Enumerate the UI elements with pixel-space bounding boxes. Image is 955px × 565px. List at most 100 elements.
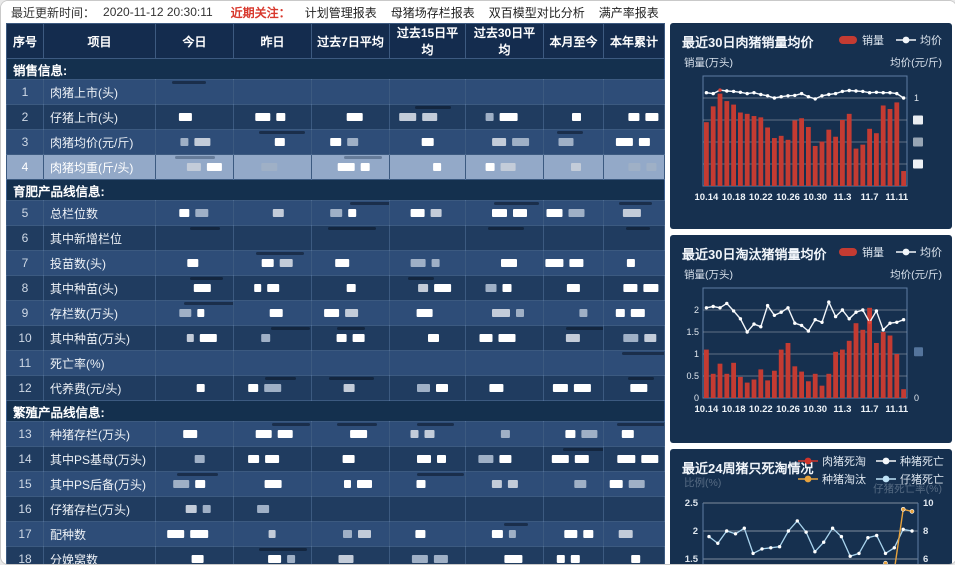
- redacted-value-cell: [544, 105, 604, 130]
- piglet-death-dot: [840, 535, 843, 538]
- sales-bar: [724, 374, 729, 398]
- redacted-value-cell: [466, 130, 544, 155]
- price-dot: [752, 91, 755, 94]
- redacted-value-cell: [390, 201, 466, 226]
- redacted-value-cell: [234, 130, 312, 155]
- sales-bar: [731, 363, 736, 398]
- svg-text:10.18: 10.18: [722, 404, 746, 415]
- price-dot: [746, 330, 749, 333]
- row-number: 12: [7, 376, 44, 401]
- chart-title: 最近30日肉猪销量均价: [682, 32, 813, 51]
- redacted-value-cell: [312, 155, 390, 180]
- redacted-value-cell: [234, 226, 312, 251]
- table-header-row: 序号项目今日昨日过去7日平均过去15日平均过去30日平均本月至今本年累计: [7, 24, 665, 59]
- svg-text:8: 8: [923, 526, 928, 537]
- price-dot: [888, 322, 891, 325]
- line-dot-legend-icon: [798, 474, 818, 484]
- price-dot: [841, 90, 844, 93]
- redacted-value-cell: [390, 422, 466, 447]
- price-dot: [766, 304, 769, 307]
- redacted-value-cell: [312, 251, 390, 276]
- piglet-death-dot: [769, 546, 772, 549]
- piglet-death-dot: [707, 535, 710, 538]
- redacted-value-cell: [156, 351, 234, 376]
- price-dot: [902, 318, 905, 321]
- redacted-value-cell: [466, 376, 544, 401]
- sales-bar: [847, 341, 852, 398]
- legend-item-1[interactable]: 种猪死亡: [876, 453, 944, 469]
- svg-text:11.7: 11.7: [861, 404, 879, 415]
- sales-bar: [765, 127, 770, 186]
- update-time-label: 最近更新时间：: [11, 4, 95, 21]
- link-full-capacity-report[interactable]: 满产率报表: [599, 4, 659, 21]
- row-item-label: 其中PS后备(万头): [44, 472, 156, 497]
- price-dot: [820, 321, 823, 324]
- price-dot: [752, 322, 755, 325]
- top-bar: 最近更新时间： 2020-11-12 20:30:11 近期关注： 计划管理报表…: [1, 1, 955, 23]
- svg-text:0.5: 0.5: [686, 371, 699, 381]
- legend-item-0[interactable]: 销量: [838, 32, 884, 48]
- legend-item-2[interactable]: 种猪淘汰: [798, 471, 866, 487]
- legend-item-0[interactable]: 销量: [838, 244, 884, 260]
- svg-text:0: 0: [914, 393, 919, 403]
- sow-cull-line: [886, 509, 913, 565]
- link-sow-farm-inventory-report[interactable]: 母猪场存栏报表: [391, 4, 475, 21]
- sales-bar: [731, 105, 736, 186]
- sales-bar: [820, 142, 825, 186]
- sales-bar: [833, 137, 838, 186]
- sales-bar: [745, 114, 750, 186]
- redacted-value-cell: [156, 130, 234, 155]
- svg-text:1.5: 1.5: [685, 554, 699, 565]
- legend-label: 种猪淘汰: [822, 471, 866, 487]
- section-title: 繁殖产品线信息:: [7, 401, 665, 422]
- row-item-label: 死亡率(%): [44, 351, 156, 376]
- redacted-value-cell: [466, 547, 544, 565]
- redacted-value-cell: [544, 226, 604, 251]
- link-double-hundred-model-analysis[interactable]: 双百模型对比分析: [489, 4, 585, 21]
- sales-bar: [894, 102, 899, 186]
- kpi-table: 序号项目今日昨日过去7日平均过去15日平均过去30日平均本月至今本年累计 销售信…: [6, 23, 665, 565]
- price-dot: [766, 94, 769, 97]
- legend-item-1[interactable]: 均价: [896, 32, 942, 48]
- sales-bar: [758, 369, 763, 398]
- legend-item-0[interactable]: 肉猪死淘: [798, 453, 866, 469]
- piglet-death-dot: [813, 550, 816, 553]
- redacted-value-cell: [234, 201, 312, 226]
- redacted-value-cell: [544, 201, 604, 226]
- legend-item-1[interactable]: 均价: [896, 244, 942, 260]
- kpi-table-area: 序号项目今日昨日过去7日平均过去15日平均过去30日平均本月至今本年累计 销售信…: [6, 23, 664, 564]
- redacted-value-cell: [312, 547, 390, 565]
- price-dot: [902, 96, 905, 99]
- sow-cull-dot: [901, 507, 905, 511]
- section-title: 销售信息:: [7, 59, 665, 80]
- line-dot-legend-icon: [896, 247, 916, 257]
- line-dot-legend-icon: [798, 456, 818, 466]
- row-number: 13: [7, 422, 44, 447]
- link-plan-report[interactable]: 计划管理报表: [305, 4, 377, 21]
- sales-bar: [779, 350, 784, 398]
- price-dot: [793, 94, 796, 97]
- piglet-death-dot: [875, 534, 878, 537]
- redacted-value-cell: [390, 351, 466, 376]
- col-header-0: 序号: [7, 24, 44, 59]
- y-left-axis-label: 销量(万头): [684, 55, 733, 70]
- row-item-label: 其中种苗(头): [44, 276, 156, 301]
